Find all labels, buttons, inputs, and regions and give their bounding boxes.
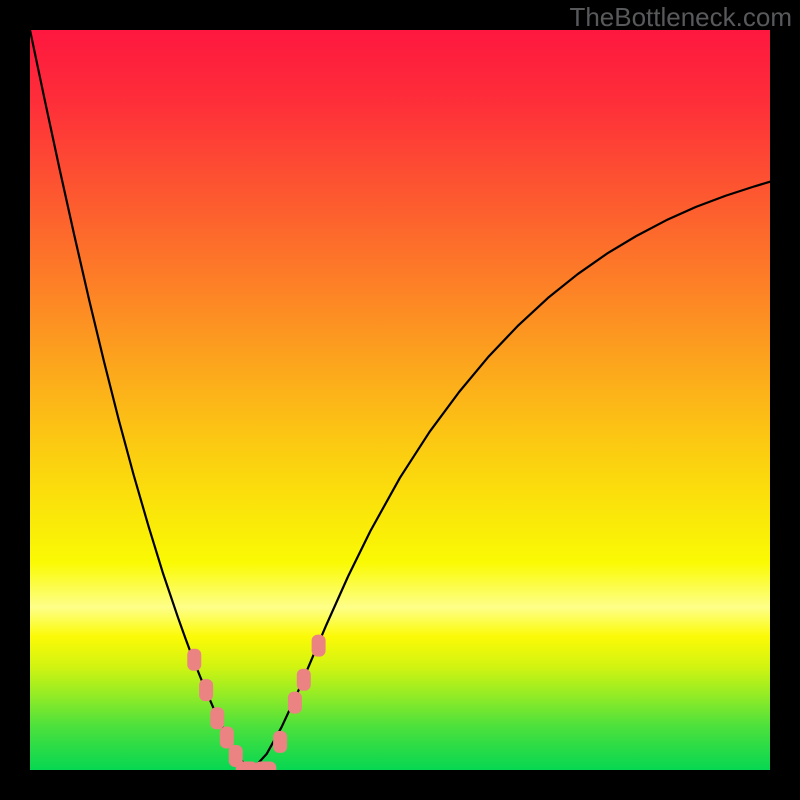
data-marker — [312, 635, 326, 657]
plot-area — [30, 30, 770, 770]
data-marker — [187, 649, 201, 671]
data-marker — [199, 679, 213, 701]
watermark-text: TheBottleneck.com — [569, 2, 792, 33]
gradient-background — [30, 30, 770, 770]
chart-frame: TheBottleneck.com — [0, 0, 800, 800]
data-marker — [254, 762, 276, 770]
data-marker — [273, 731, 287, 753]
data-marker — [297, 669, 311, 691]
data-marker — [220, 726, 234, 748]
data-marker — [210, 707, 224, 729]
data-marker — [288, 692, 302, 714]
